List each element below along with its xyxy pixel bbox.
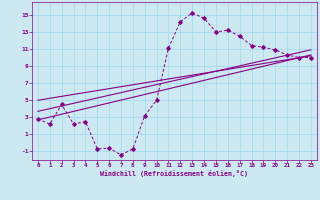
X-axis label: Windchill (Refroidissement éolien,°C): Windchill (Refroidissement éolien,°C) bbox=[100, 170, 248, 177]
